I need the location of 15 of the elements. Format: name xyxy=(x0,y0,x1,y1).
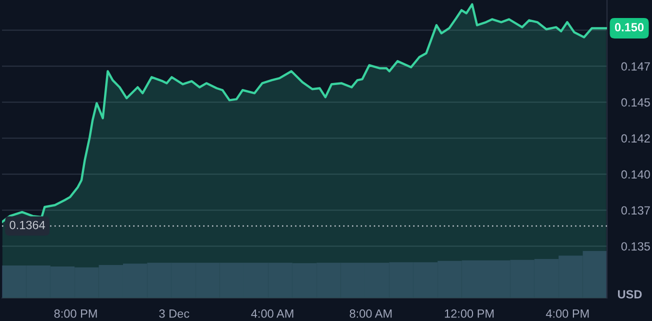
y-tick-label: 0.140 xyxy=(621,170,650,179)
y-tick-label: 0.135 xyxy=(621,242,650,251)
x-tick-label: 12:00 PM xyxy=(444,309,494,318)
y-tick-label: 0.147 xyxy=(621,62,650,71)
y-tick-label: 0.137 xyxy=(621,206,650,215)
y-tick-label: 0.145 xyxy=(621,98,650,107)
x-tick-label: 3 Dec xyxy=(159,309,190,318)
x-tick-label: 8:00 AM xyxy=(350,309,392,318)
annotation: 0.150 xyxy=(614,23,644,32)
x-tick-label: 4:00 PM xyxy=(546,309,589,318)
x-tick-label: 4:00 AM xyxy=(251,309,294,318)
x-tick-label: 8:00 PM xyxy=(54,309,97,318)
y-tick-label: 0.142 xyxy=(621,134,650,143)
text: USD xyxy=(618,290,642,298)
ref-line-label: 0.1364 xyxy=(10,220,46,230)
